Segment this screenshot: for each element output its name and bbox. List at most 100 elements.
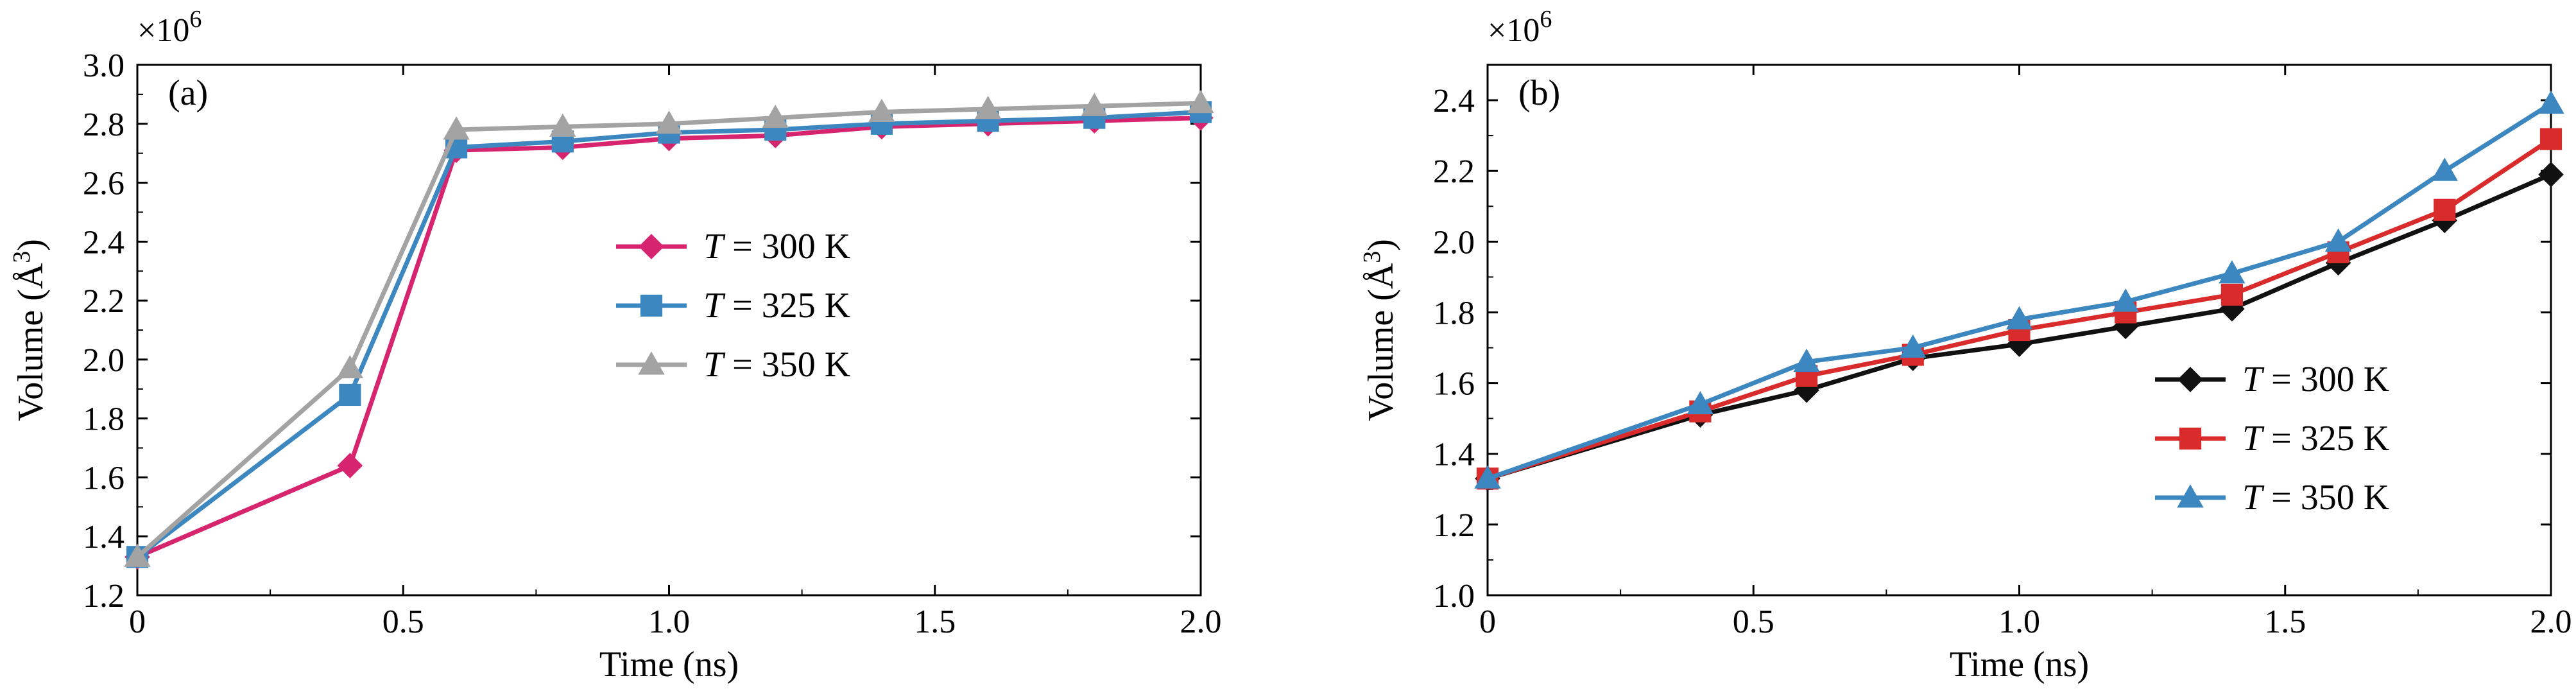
series-line — [135, 101, 1201, 559]
legend-label: T = 300 K — [2242, 360, 2389, 399]
legend-entry: T = 350 K — [2155, 478, 2389, 518]
series-line — [1486, 137, 2552, 481]
axis-multiplier-base: ×10 — [1488, 12, 1540, 49]
legend-marker — [638, 351, 665, 375]
data-point — [124, 543, 151, 567]
x-tick-label: 1.5 — [914, 604, 956, 640]
legend-label-variable: T — [703, 286, 726, 326]
series-line — [136, 116, 1201, 559]
axis-multiplier-exponent: 6 — [1540, 6, 1552, 33]
y-tick-label: 2.2 — [83, 283, 125, 320]
data-point — [336, 354, 364, 379]
legend-label-variable: T — [703, 227, 726, 266]
y-tick-label: 1.4 — [83, 519, 125, 555]
axis-multiplier-base: ×10 — [137, 12, 189, 49]
y-tick-label: 1.6 — [1433, 366, 1475, 403]
data-point — [2537, 90, 2564, 114]
data-point — [1687, 390, 1714, 415]
y-tick-label: 1.0 — [1433, 578, 1475, 615]
legend-label-variable: T — [2242, 360, 2265, 399]
x-tick-label: 1.0 — [648, 604, 690, 640]
data-point — [1187, 89, 1214, 114]
y-axis-label-close: ) — [11, 239, 51, 251]
legend-label-text: = 300 K — [2262, 360, 2389, 399]
y-tick-label: 1.6 — [83, 460, 125, 496]
x-tick-label: 2.0 — [1180, 604, 1222, 640]
legend-entry: T = 300 K — [616, 227, 850, 266]
y-axis-label: Volume (Å3) — [8, 239, 51, 421]
legend-label-text: = 325 K — [723, 286, 850, 326]
data-point — [549, 113, 576, 137]
legend-label: T = 325 K — [703, 286, 850, 326]
legend-marker — [2177, 367, 2203, 392]
data-point — [2220, 283, 2243, 306]
y-tick-label: 2.8 — [83, 107, 125, 143]
x-axis-label: Time (ns) — [599, 645, 739, 685]
chart-panel-b: 0 0.5 1.0 1.5 2.0 1.0 1.2 1.4 1.6 1.8 2.0 2.2 2.4 Tim… — [1359, 6, 2572, 685]
x-axis-label: Time (ns) — [1950, 645, 2089, 685]
data-point — [2434, 198, 2456, 221]
legend-label-text: = 350 K — [2262, 478, 2389, 518]
data-point — [974, 96, 1002, 119]
y-tick-label: 1.4 — [1433, 437, 1475, 473]
legend-label: T = 350 K — [703, 345, 850, 385]
axis-multiplier: ×106 — [137, 6, 202, 49]
axis-multiplier: ×106 — [1488, 6, 1552, 49]
data-point — [1474, 465, 1501, 489]
y-axis-label-text: Volume (Å — [11, 263, 51, 421]
data-point — [2113, 313, 2138, 340]
y-tick-label: 1.8 — [1433, 295, 1475, 331]
y-tick-label: 3.0 — [83, 48, 125, 84]
x-tick-label: 0.5 — [382, 604, 424, 640]
legend-entry: T = 325 K — [616, 286, 850, 326]
legend-label-text: = 350 K — [723, 345, 850, 385]
series-2 — [124, 89, 1214, 567]
panel-label: (b) — [1518, 73, 1560, 113]
series-2 — [1474, 90, 2564, 489]
legend-label: T = 300 K — [703, 227, 850, 266]
series-line — [1486, 101, 2552, 481]
x-tick-label: 0 — [129, 604, 146, 640]
x-tick-label: 0 — [1479, 604, 1496, 640]
data-point — [337, 453, 363, 478]
y-tick-label: 2.4 — [1433, 83, 1475, 119]
y-tick-label: 1.8 — [83, 401, 125, 438]
data-point — [868, 98, 895, 122]
legend-marker — [2177, 484, 2204, 508]
legend-label-text: = 300 K — [723, 227, 850, 266]
series-line — [1486, 172, 2552, 481]
legend-marker — [639, 234, 664, 259]
data-point — [443, 116, 470, 140]
data-point — [2431, 157, 2458, 181]
x-tick-label: 1.0 — [1998, 604, 2040, 640]
data-point — [2112, 288, 2139, 312]
y-axis-label: Volume (Å3) — [1359, 239, 1401, 421]
series-line — [135, 109, 1201, 559]
legend-label: T = 350 K — [2242, 478, 2389, 518]
data-point — [1793, 348, 1820, 372]
legend-marker — [2179, 427, 2202, 450]
data-point — [655, 110, 683, 134]
y-axis-label-text: Volume (Å — [1361, 263, 1401, 421]
data-point — [1900, 334, 1927, 358]
y-axis-label-superscript: 3 — [8, 251, 35, 263]
y-axis-label-close: ) — [1361, 239, 1401, 251]
y-tick-label: 2.2 — [1433, 153, 1475, 190]
data-point — [2219, 260, 2245, 284]
y-tick-label: 2.4 — [83, 224, 125, 261]
panel-label: (a) — [168, 73, 208, 113]
legend-label: T = 325 K — [2242, 419, 2389, 458]
chart-panel-a: 0 0.5 1.0 1.5 2.0 1.2 1.4 1.6 1.8 2.0 2.2 2.4 2.6 2.8… — [8, 6, 1222, 685]
x-tick-label: 0.5 — [1733, 604, 1774, 640]
series-1 — [126, 101, 1212, 568]
y-tick-label: 1.2 — [83, 578, 125, 615]
data-point — [339, 383, 361, 406]
legend: T = 300 KT = 325 KT = 350 K — [616, 227, 850, 385]
x-tick-label: 2.0 — [2530, 604, 2572, 640]
data-point — [2539, 128, 2563, 150]
legend-entry: T = 350 K — [616, 345, 850, 385]
x-tick-label: 1.5 — [2264, 604, 2306, 640]
legend-marker — [640, 294, 663, 317]
data-point — [2538, 161, 2564, 188]
